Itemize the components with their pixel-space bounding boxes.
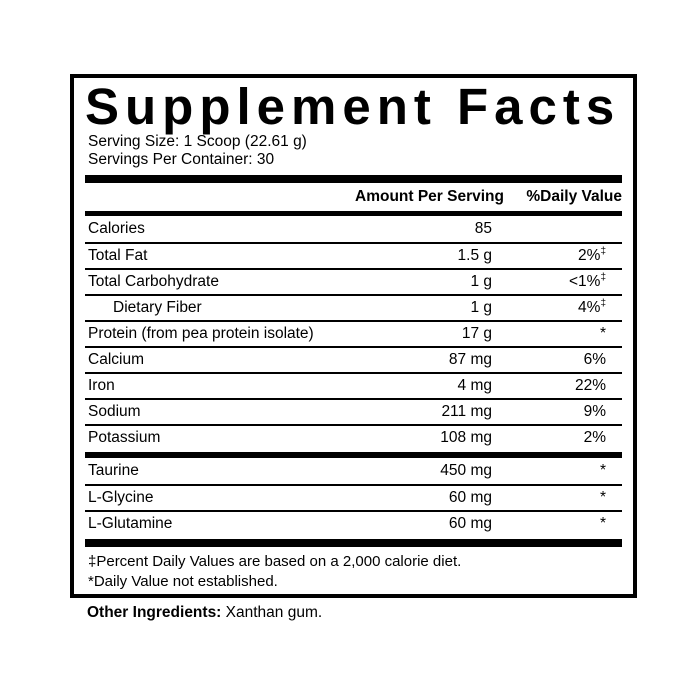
nutrient-amount: 4 mg [457,377,492,394]
nutrient-name: Iron [88,377,115,394]
nutrient-name: Taurine [88,462,139,479]
daily-value-header: %Daily Value [526,188,622,205]
dv-value: * [599,462,606,479]
nutrient-daily-value: <1%‡ [522,271,622,291]
nutrient-amount: 87 mg [448,351,492,368]
dv-value: * [599,325,606,342]
nutrient-row: Calories 85 [85,216,622,242]
nutrient-amount: 17 g [461,325,492,342]
table-header-row: Amount Per Serving %Daily Value [85,183,622,211]
dv-value: <1% [568,273,601,290]
supplement-facts-box: Supplement Facts Serving Size: 1 Scoop (… [70,74,637,598]
other-ingredients-label: Other Ingredients: [87,604,222,621]
nutrient-daily-value: 9% [522,403,622,421]
nutrient-row: Protein (from pea protein isolate) 17 g … [85,320,622,346]
footnote-daily-values: ‡Percent Daily Values are based on a 2,0… [88,553,462,570]
label-title: Supplement Facts [85,78,621,135]
servings-per-container-text: Servings Per Container: 30 [88,151,275,168]
dv-value: * [599,489,606,506]
nutrient-daily-value: 4%‡ [522,297,622,317]
nutrient-row: Sodium 211 mg 9% [85,398,622,424]
dv-value: 6% [583,351,606,368]
amino-acids-section: Taurine 450 mg * L-Glycine 60 mg * L-Glu… [85,458,622,536]
divider-below-header [85,211,622,216]
nutrient-amount: 60 mg [448,515,492,532]
nutrients-section: Calories 85 Total Fat 1.5 g 2%‡ Total Ca… [85,216,622,450]
nutrient-row: L-Glycine 60 mg * [85,484,622,510]
nutrient-daily-value: 22% [522,377,622,395]
nutrient-amount: 85 [474,220,492,237]
nutrient-daily-value: * [522,462,622,480]
nutrient-name: Calcium [88,351,144,368]
nutrient-name: Sodium [88,403,141,420]
nutrient-row: Taurine 450 mg * [85,458,622,484]
dv-superscript: ‡ [600,297,606,309]
divider-thick-middle [85,452,622,458]
other-ingredients-value: Xanthan gum. [225,604,323,621]
dv-value: * [599,515,606,532]
nutrient-amount: 1 g [470,299,492,316]
amount-per-serving-header: Amount Per Serving [355,188,504,205]
footnotes: ‡Percent Daily Values are based on a 2,0… [85,552,622,592]
nutrient-name: L-Glutamine [88,515,173,532]
nutrient-row: Dietary Fiber 1 g 4%‡ [85,294,622,320]
divider-thick-bottom [85,539,622,547]
nutrient-name: Protein (from pea protein isolate) [88,325,314,342]
nutrient-row: Total Fat 1.5 g 2%‡ [85,242,622,268]
nutrient-daily-value: * [522,325,622,343]
nutrient-amount: 211 mg [441,403,492,420]
nutrient-daily-value: 6% [522,351,622,369]
footnote-not-established: *Daily Value not established. [88,573,278,590]
nutrient-row: Iron 4 mg 22% [85,372,622,398]
nutrient-name: Total Fat [88,247,148,264]
nutrient-amount: 60 mg [448,489,492,506]
divider-thick-top [85,175,622,183]
nutrient-row: Total Carbohydrate 1 g <1%‡ [85,268,622,294]
nutrient-amount: 450 mg [440,462,492,479]
nutrient-name: Potassium [88,429,161,446]
dv-value: 9% [583,403,606,420]
nutrient-amount: 1.5 g [457,247,492,264]
nutrient-row: Potassium 108 mg 2% [85,424,622,450]
nutrient-name: Total Carbohydrate [88,273,219,290]
nutrient-daily-value: * [522,489,622,507]
nutrient-name: Calories [88,220,145,237]
serving-size-text: Serving Size: 1 Scoop (22.61 g) [88,133,307,150]
dv-value: 22% [574,377,606,394]
other-ingredients-line: Other Ingredients: Xanthan gum. [87,604,322,622]
nutrient-daily-value: 2% [522,429,622,447]
dv-value: 2% [578,247,601,264]
serving-info: Serving Size: 1 Scoop (22.61 g) Servings… [85,133,622,169]
dv-value: 4% [578,299,601,316]
nutrient-daily-value: 2%‡ [522,245,622,265]
nutrient-amount: 108 mg [440,429,492,446]
nutrient-name: Dietary Fiber [113,299,202,316]
dv-superscript: ‡ [600,245,606,257]
nutrient-amount: 1 g [470,273,492,290]
dv-superscript: ‡ [600,271,606,283]
dv-value: 2% [583,429,606,446]
nutrient-daily-value: * [522,515,622,533]
nutrient-row: L-Glutamine 60 mg * [85,510,622,536]
nutrient-row: Calcium 87 mg 6% [85,346,622,372]
nutrient-name: L-Glycine [88,489,154,506]
